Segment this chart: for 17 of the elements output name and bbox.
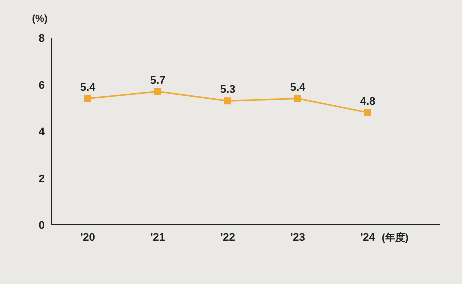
data-label: 4.8 (360, 96, 376, 108)
x-tick-label: '21 (150, 232, 166, 244)
y-tick-label: 2 (38, 173, 45, 186)
data-label: 5.7 (150, 74, 166, 87)
data-label: 5.3 (220, 84, 236, 96)
x-tick-label: '23 (290, 232, 306, 244)
y-tick-label: 8 (38, 33, 45, 45)
y-tick-label: 0 (38, 220, 45, 232)
x-tick-label: '20 (80, 232, 96, 244)
y-axis-title: (%) (32, 14, 48, 25)
y-tick-label: 4 (38, 126, 46, 138)
x-axis-title: (年度) (382, 232, 409, 244)
y-tick-label: 6 (38, 80, 45, 92)
data-label: 5.4 (80, 82, 97, 94)
x-tick-label: '24 (360, 232, 376, 244)
x-tick-label: '22 (220, 232, 236, 244)
data-label: 5.4 (290, 82, 307, 94)
